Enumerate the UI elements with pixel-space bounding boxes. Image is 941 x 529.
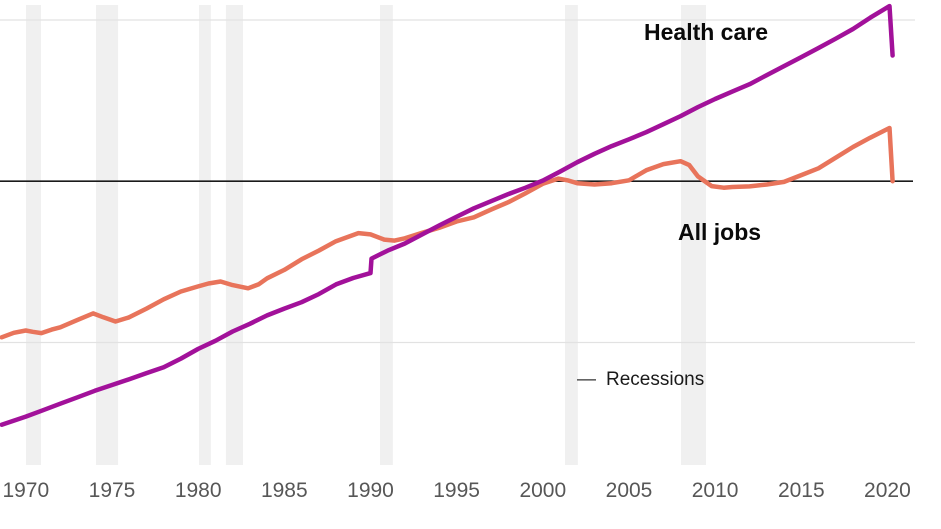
recession-band (26, 5, 41, 465)
recession-bands (26, 5, 706, 465)
recession-dash-icon: — (577, 369, 596, 390)
gridlines (0, 19, 915, 344)
recessions-legend: — Recessions (577, 369, 704, 391)
recession-band (565, 5, 578, 465)
recession-band (380, 5, 393, 465)
series-line-healthcare (0, 3, 895, 427)
healthcare-line-label: Health care (644, 19, 769, 45)
alljobs-line-label: All jobs (678, 219, 762, 245)
series-lines (0, 3, 895, 427)
recession-band (225, 5, 243, 465)
recession-band (681, 5, 706, 465)
recessions-legend-label: Recessions (606, 369, 705, 390)
recession-band (199, 5, 211, 465)
recession-band (96, 5, 119, 465)
